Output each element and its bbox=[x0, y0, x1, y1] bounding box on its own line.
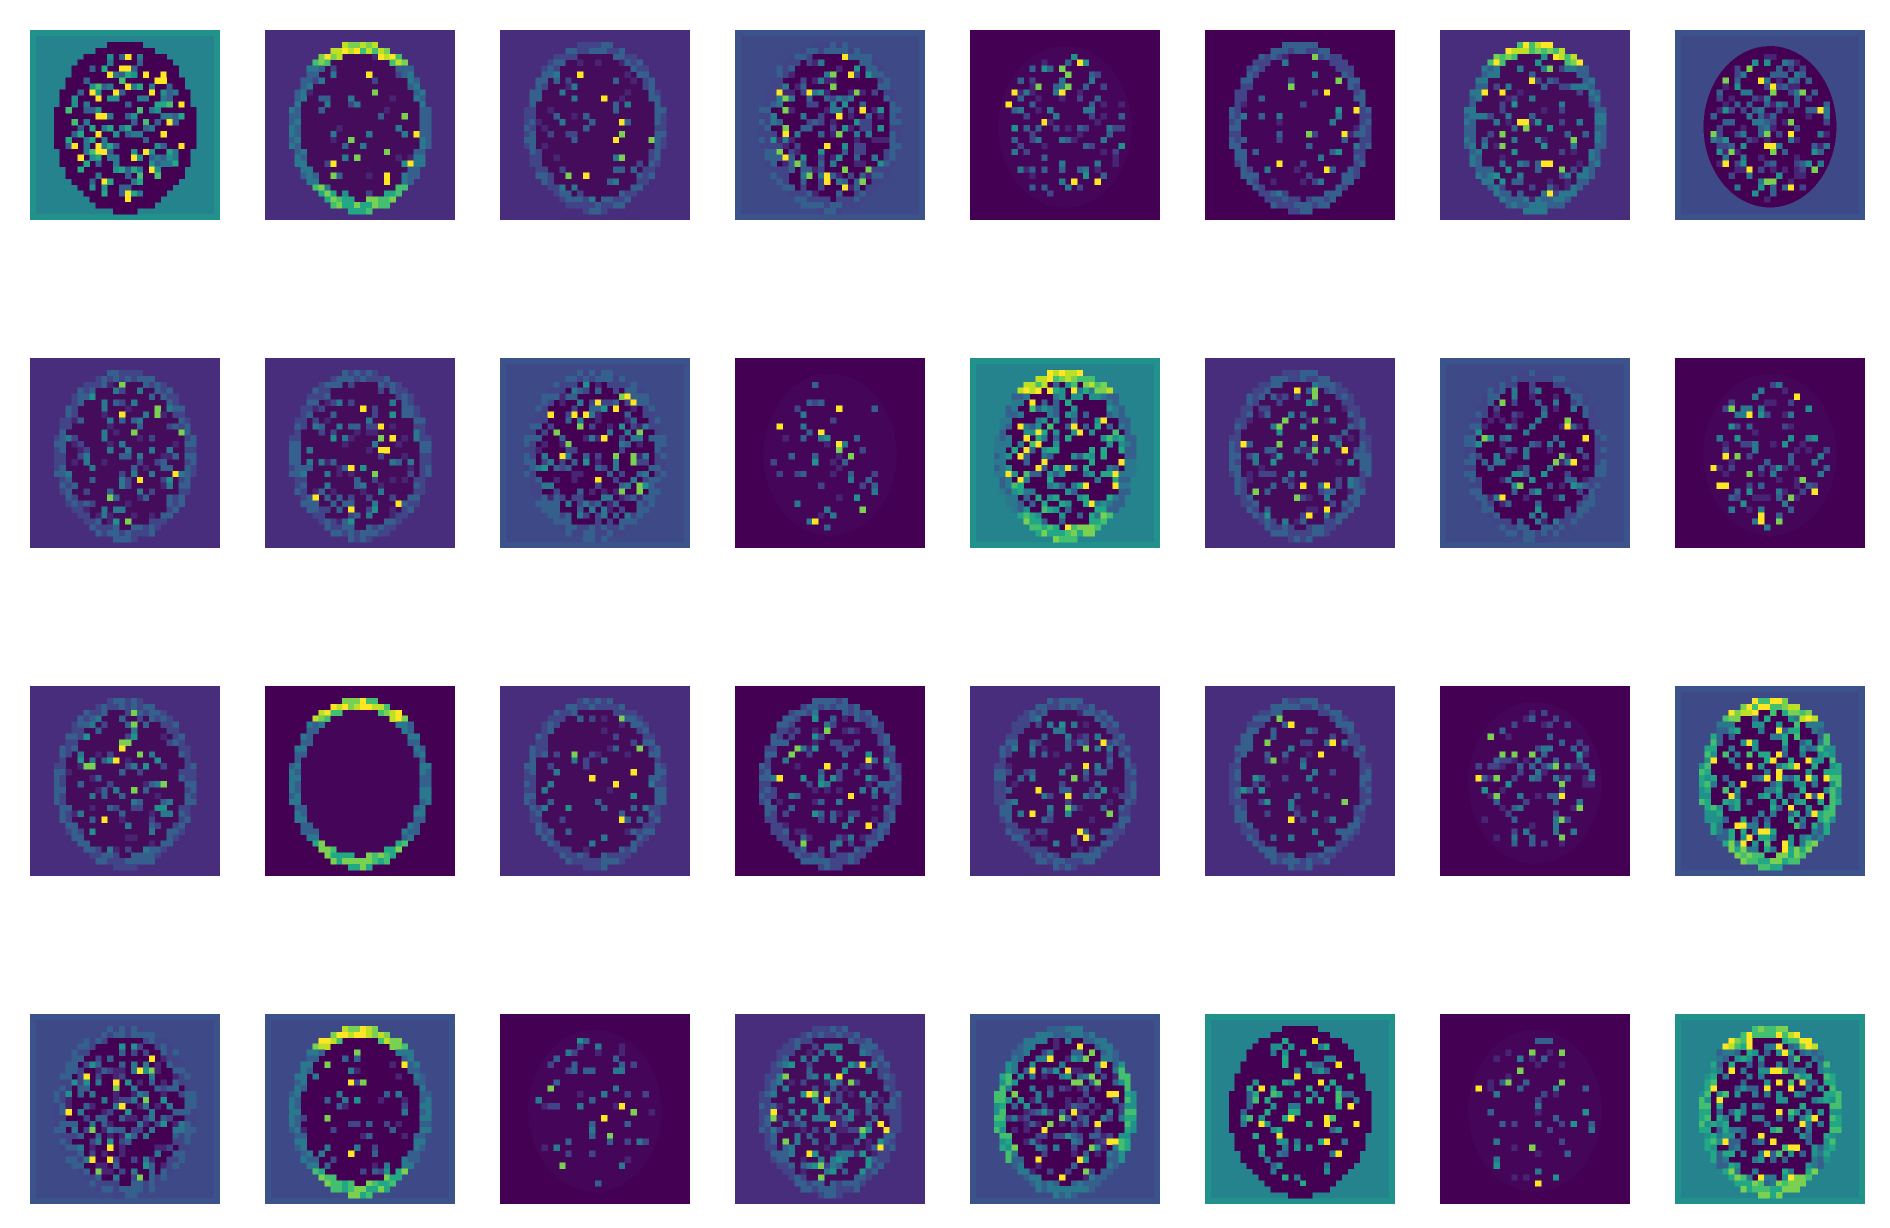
feature-map-14 bbox=[1205, 358, 1395, 548]
head-region bbox=[293, 702, 427, 864]
feature-map-21 bbox=[970, 686, 1160, 876]
feature-map-26 bbox=[265, 1014, 455, 1204]
feature-map-image bbox=[1205, 1014, 1395, 1204]
feature-map-image bbox=[1205, 358, 1395, 548]
head-region bbox=[763, 374, 897, 536]
feature-map-image bbox=[1440, 1014, 1630, 1204]
feature-map-3 bbox=[500, 30, 690, 220]
feature-map-image bbox=[1675, 1014, 1865, 1204]
feature-map-29 bbox=[970, 1014, 1160, 1204]
feature-map-28 bbox=[735, 1014, 925, 1204]
feature-map-4 bbox=[735, 30, 925, 220]
head-region bbox=[1468, 702, 1602, 864]
feature-map-image bbox=[735, 686, 925, 876]
feature-map-image bbox=[735, 30, 925, 220]
feature-map-image bbox=[500, 30, 690, 220]
feature-map-image bbox=[265, 1014, 455, 1204]
head-region bbox=[528, 1030, 662, 1192]
feature-map-image bbox=[735, 358, 925, 548]
feature-map-image bbox=[970, 358, 1160, 548]
feature-map-30 bbox=[1205, 1014, 1395, 1204]
feature-map-24 bbox=[1675, 686, 1865, 876]
feature-map-6 bbox=[1205, 30, 1395, 220]
feature-map-12 bbox=[735, 358, 925, 548]
feature-map-image bbox=[735, 1014, 925, 1204]
feature-map-image bbox=[500, 358, 690, 548]
feature-map-image bbox=[30, 30, 220, 220]
feature-map-image bbox=[500, 1014, 690, 1204]
feature-map-32 bbox=[1675, 1014, 1865, 1204]
head-region bbox=[998, 374, 1132, 536]
feature-map-10 bbox=[265, 358, 455, 548]
feature-map-18 bbox=[265, 686, 455, 876]
feature-map-image bbox=[1675, 686, 1865, 876]
feature-map-image bbox=[1675, 358, 1865, 548]
feature-map-17 bbox=[30, 686, 220, 876]
feature-map-22 bbox=[1205, 686, 1395, 876]
feature-map-image bbox=[1440, 30, 1630, 220]
feature-map-image bbox=[970, 30, 1160, 220]
feature-map-1 bbox=[30, 30, 220, 220]
feature-map-25 bbox=[30, 1014, 220, 1204]
feature-map-image bbox=[30, 358, 220, 548]
feature-map-31 bbox=[1440, 1014, 1630, 1204]
feature-map-15 bbox=[1440, 358, 1630, 548]
feature-map-image bbox=[1675, 30, 1865, 220]
feature-map-image bbox=[30, 686, 220, 876]
feature-map-image bbox=[265, 30, 455, 220]
feature-map-image bbox=[30, 1014, 220, 1204]
feature-map-image bbox=[500, 686, 690, 876]
head-region bbox=[293, 46, 427, 208]
feature-map-16 bbox=[1675, 358, 1865, 548]
feature-map-image bbox=[1440, 358, 1630, 548]
feature-map-image bbox=[1205, 686, 1395, 876]
feature-map-27 bbox=[500, 1014, 690, 1204]
feature-map-20 bbox=[735, 686, 925, 876]
feature-map-9 bbox=[30, 358, 220, 548]
head-region bbox=[293, 1030, 427, 1192]
feature-map-2 bbox=[265, 30, 455, 220]
feature-map-5 bbox=[970, 30, 1160, 220]
feature-map-image bbox=[970, 1014, 1160, 1204]
feature-map-19 bbox=[500, 686, 690, 876]
feature-map-image bbox=[1440, 686, 1630, 876]
feature-map-11 bbox=[500, 358, 690, 548]
feature-map-image bbox=[970, 686, 1160, 876]
feature-map-13 bbox=[970, 358, 1160, 548]
head-region bbox=[528, 702, 662, 864]
feature-map-7 bbox=[1440, 30, 1630, 220]
feature-map-8 bbox=[1675, 30, 1865, 220]
feature-map-image bbox=[1205, 30, 1395, 220]
feature-map-23 bbox=[1440, 686, 1630, 876]
feature-map-image bbox=[265, 686, 455, 876]
feature-map-image bbox=[265, 358, 455, 548]
